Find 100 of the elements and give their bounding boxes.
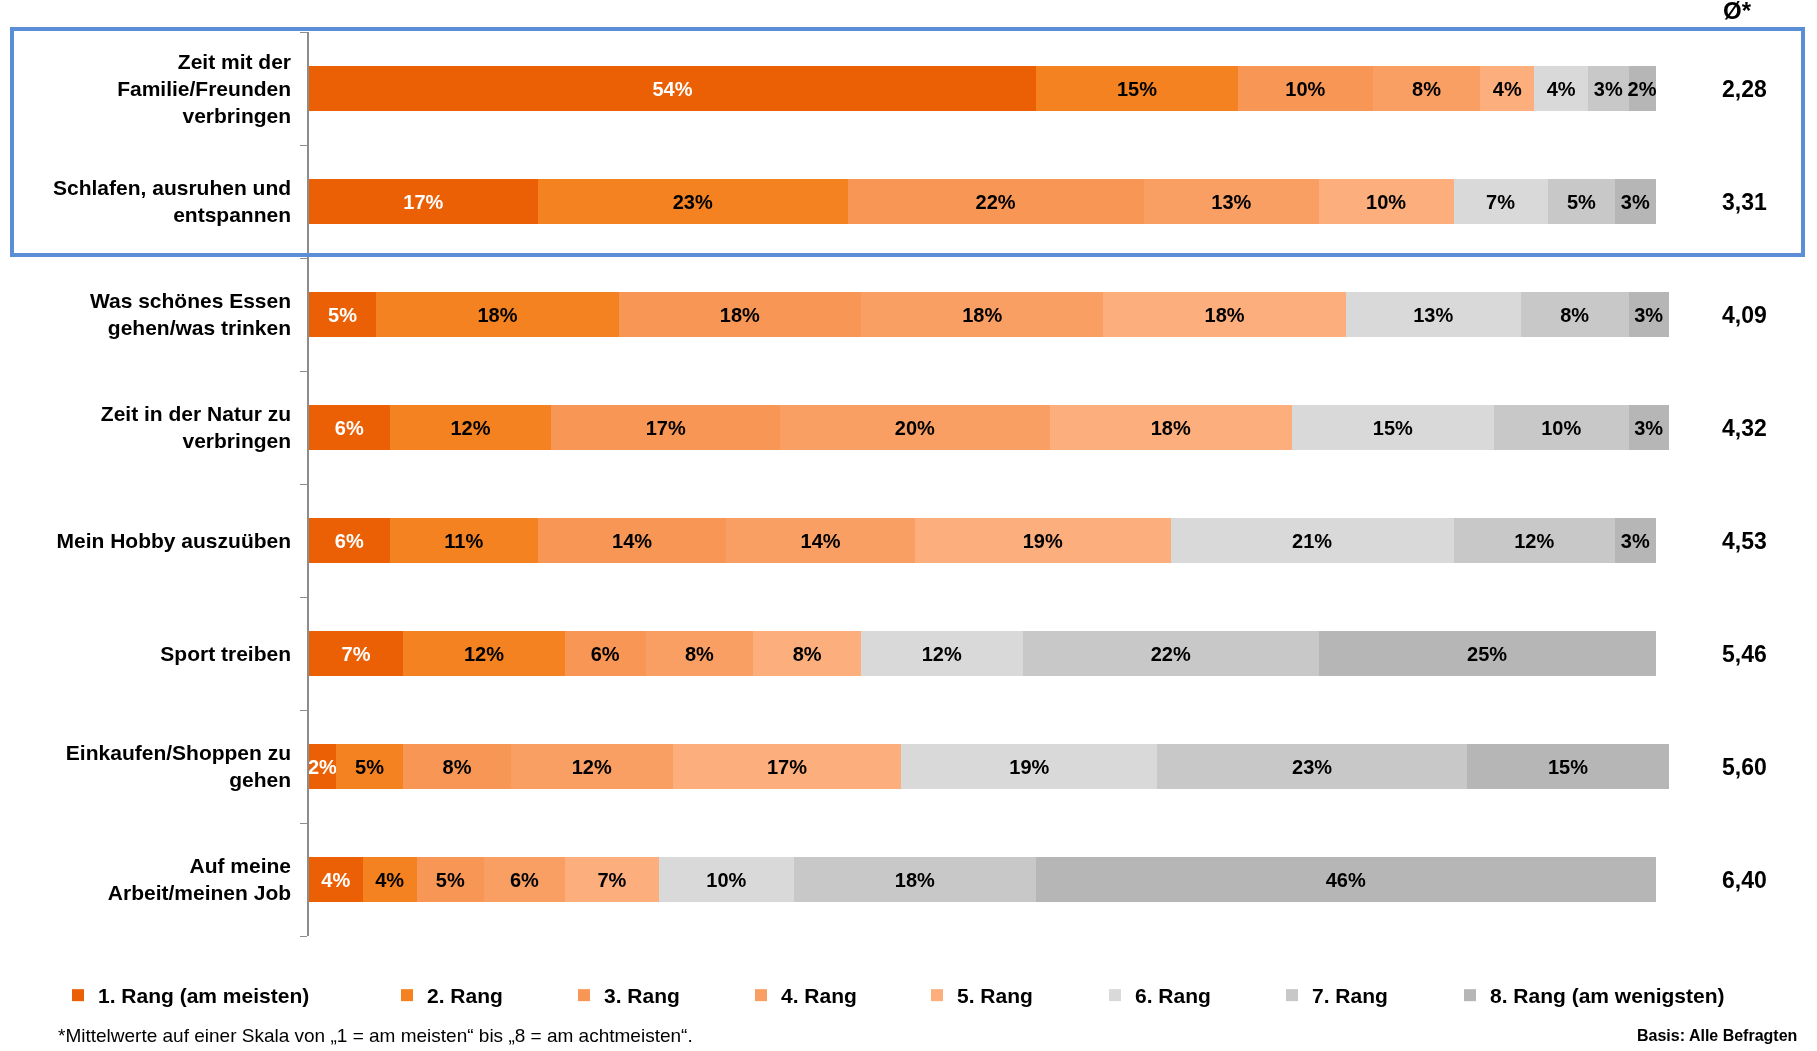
bar bbox=[1480, 65, 1535, 112]
data-label: 19% bbox=[1022, 529, 1063, 552]
text: 4,09 bbox=[1722, 302, 1767, 328]
bar bbox=[416, 856, 485, 903]
bar bbox=[1318, 178, 1454, 225]
data-label: 18% bbox=[1150, 416, 1191, 439]
data-label: 12% bbox=[463, 642, 505, 665]
data-label: 17% bbox=[766, 755, 808, 778]
data-label: 8% bbox=[1560, 303, 1590, 326]
data-label: 2% bbox=[1627, 77, 1657, 100]
bar bbox=[309, 404, 390, 451]
text: 2,28 bbox=[1722, 76, 1767, 102]
data-label: 11% bbox=[444, 529, 484, 552]
bar bbox=[1467, 743, 1669, 790]
text: Ø* bbox=[1723, 0, 1752, 24]
data-label: 3% bbox=[1620, 190, 1650, 213]
bar bbox=[335, 743, 404, 790]
bar bbox=[672, 743, 902, 790]
bar bbox=[564, 630, 646, 677]
data-label: 6% bbox=[590, 642, 620, 665]
bar bbox=[309, 65, 1037, 112]
data-label: 4% bbox=[321, 868, 351, 891]
data-label: 19% bbox=[1009, 755, 1050, 778]
bar bbox=[1547, 178, 1616, 225]
data-label: 21% bbox=[1292, 529, 1333, 552]
data-label: 12% bbox=[1514, 529, 1555, 552]
y-tick-label: Was schönes Essen gehen/was trinken bbox=[89, 289, 292, 340]
data-label: 23% bbox=[1292, 755, 1333, 778]
bar bbox=[1036, 65, 1239, 112]
bar bbox=[1143, 178, 1319, 225]
bar bbox=[1372, 65, 1481, 112]
bar bbox=[1453, 178, 1548, 225]
bar bbox=[793, 856, 1037, 903]
y-tick-label: Zeit in der Natur zu verbringen bbox=[100, 402, 292, 453]
data-label: 10% bbox=[1541, 416, 1582, 439]
data-label: 20% bbox=[894, 416, 936, 439]
data-label: 8% bbox=[684, 642, 715, 665]
data-label: 8% bbox=[1412, 77, 1442, 100]
data-label: 15% bbox=[1117, 77, 1158, 100]
data-label: 8% bbox=[792, 642, 822, 665]
bar bbox=[1036, 856, 1656, 903]
bar bbox=[309, 291, 377, 338]
data-label: 18% bbox=[1204, 303, 1245, 326]
data-label: 12% bbox=[571, 755, 612, 778]
text: 4,32 bbox=[1722, 415, 1767, 441]
data-label: 22% bbox=[1150, 642, 1191, 665]
data-label: 46% bbox=[1325, 868, 1366, 891]
bar bbox=[753, 630, 862, 677]
data-label: 4% bbox=[1546, 77, 1576, 100]
y-tick-label: Schlafen, ausruhen und entspannen bbox=[53, 176, 292, 227]
data-label: 18% bbox=[894, 868, 936, 891]
y-tick-label: Zeit mit der Familie/Freunden verbringen bbox=[117, 49, 292, 128]
legend-label: 1. Rang (am meisten) bbox=[98, 984, 310, 1008]
data-label: 25% bbox=[1467, 642, 1508, 665]
data-label: 10% bbox=[1366, 190, 1407, 213]
data-label: 3% bbox=[1593, 77, 1623, 100]
data-label: 6% bbox=[509, 868, 540, 891]
y-tick-label: Mein Hobby auszuüben bbox=[56, 528, 292, 552]
bar bbox=[309, 178, 538, 225]
data-label: 3% bbox=[1620, 529, 1650, 552]
text: Basis: Alle Befragten bbox=[1637, 1027, 1798, 1044]
bar bbox=[901, 743, 1158, 790]
bar bbox=[1170, 517, 1454, 564]
data-label: 13% bbox=[1413, 303, 1454, 326]
bar bbox=[1157, 743, 1468, 790]
data-label: 2% bbox=[307, 755, 338, 778]
bar bbox=[1345, 291, 1521, 338]
data-label: 23% bbox=[672, 190, 713, 213]
legend-label: 5. Rang bbox=[957, 984, 1033, 1008]
bar bbox=[309, 630, 404, 677]
bar bbox=[403, 743, 511, 790]
data-label: 14% bbox=[612, 529, 653, 552]
data-label: 12% bbox=[450, 416, 491, 439]
data-label: 7% bbox=[341, 642, 371, 665]
legend-label: 8. Rang (am wenigsten) bbox=[1490, 984, 1725, 1008]
data-label: 10% bbox=[706, 868, 747, 891]
data-label: 18% bbox=[477, 303, 518, 326]
data-label: 5% bbox=[328, 303, 358, 326]
data-label: 12% bbox=[921, 642, 962, 665]
bar bbox=[1291, 404, 1494, 451]
bar bbox=[376, 291, 619, 338]
data-label: 14% bbox=[800, 529, 841, 552]
data-label: 5% bbox=[355, 755, 385, 778]
data-label: 7% bbox=[1486, 190, 1516, 213]
bar bbox=[389, 517, 538, 564]
bar bbox=[564, 856, 660, 903]
data-label: 18% bbox=[962, 303, 1003, 326]
bar bbox=[780, 404, 1050, 451]
bar bbox=[309, 517, 390, 564]
data-label: 7% bbox=[597, 868, 627, 891]
legend-label: 2. Rang bbox=[427, 984, 503, 1008]
data-label: 10% bbox=[1285, 77, 1326, 100]
data-label: 54% bbox=[652, 77, 693, 100]
bar bbox=[403, 630, 565, 677]
bar bbox=[645, 630, 754, 677]
text: 5,46 bbox=[1722, 641, 1767, 667]
bar bbox=[537, 517, 727, 564]
data-label: 17% bbox=[403, 190, 444, 213]
data-label: 4% bbox=[1492, 77, 1522, 100]
bar bbox=[861, 630, 1023, 677]
